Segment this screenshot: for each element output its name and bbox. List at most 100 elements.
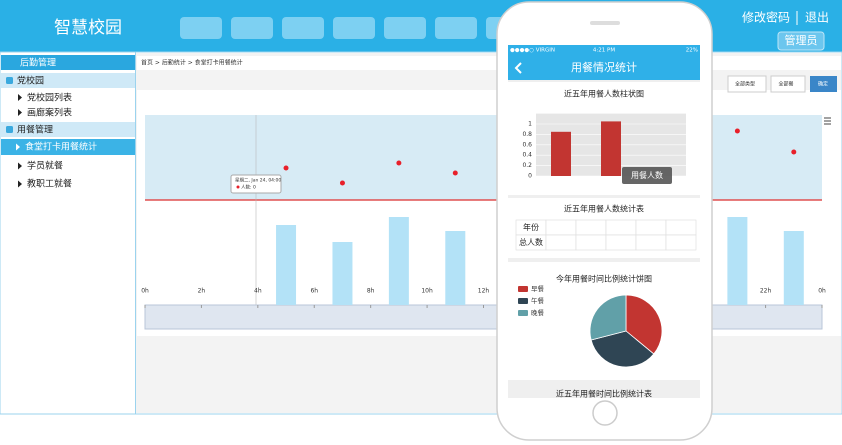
bar: [783, 231, 804, 305]
legend-swatch: [518, 286, 528, 292]
item-arrows: [18, 162, 22, 188]
tooltip-text: 用餐人数: [631, 170, 663, 180]
x-tick-label: 2h: [198, 288, 206, 295]
home-button[interactable]: [592, 400, 618, 426]
user-name: 管理员: [785, 33, 818, 47]
point: [734, 128, 740, 134]
legend-label: 早餐: [531, 284, 545, 293]
speaker: [590, 21, 620, 25]
group-title: 党校园: [17, 75, 44, 87]
bar: [445, 231, 466, 305]
menu-item[interactable]: 食堂打卡用餐统计: [25, 141, 97, 153]
confirm-button[interactable]: [810, 76, 837, 92]
point: [283, 165, 289, 171]
navigator[interactable]: [144, 304, 823, 330]
group-icon: [6, 126, 13, 133]
bar: [551, 131, 571, 176]
pie-slice: [590, 330, 655, 368]
menu-item[interactable]: 党校园列表: [27, 92, 72, 104]
y-tick-label: 0: [528, 173, 532, 180]
table-cell: [545, 234, 577, 251]
next-title: 近五年用餐时间比例统计表: [556, 389, 652, 399]
point: [339, 180, 345, 186]
table-cell: [635, 219, 667, 236]
bar: [332, 242, 353, 305]
clock: 4:21 PM: [593, 48, 615, 54]
x-tick-label: 4h: [254, 288, 262, 295]
filter[interactable]: [727, 75, 767, 93]
carrier: ●●●●○ VIRGIN: [510, 48, 555, 54]
table-title: 近五年用餐人数统计表: [564, 204, 644, 214]
change-password[interactable]: 修改密码: [742, 10, 790, 25]
bar: [601, 121, 621, 176]
point: [452, 170, 458, 176]
tooltip: [230, 174, 282, 194]
tooltip-text: 人数: 0: [241, 184, 256, 191]
x-tick-label: 12h: [478, 288, 490, 295]
filter[interactable]: [770, 75, 806, 93]
back-arrow[interactable]: [514, 62, 522, 74]
filter-text: 全部类型: [735, 81, 755, 88]
menu-item[interactable]: 教职工就餐: [27, 178, 72, 190]
nav-button[interactable]: [180, 17, 222, 39]
nav-button[interactable]: [282, 17, 324, 39]
group-header[interactable]: [1, 73, 135, 88]
tooltip-dot: [236, 185, 240, 189]
table-cell: [635, 234, 667, 251]
x-tick-label: 0h: [141, 288, 149, 295]
y-tick-label: 1: [528, 121, 532, 128]
point: [791, 149, 797, 155]
x-tick-label: 6h: [310, 288, 318, 295]
pie-title: 今年用餐时间比例统计饼图: [556, 274, 652, 284]
pie-slice: [625, 294, 663, 355]
table-cell: [575, 234, 607, 251]
x-tick-label: 22h: [760, 288, 772, 295]
legend-swatch: [518, 310, 528, 316]
item-arrow: [16, 143, 20, 151]
menu-item[interactable]: 画廊案列表: [27, 107, 72, 119]
app-title: 智慧校园: [54, 18, 122, 38]
table-cell: [665, 234, 697, 251]
table-cell: [665, 219, 697, 236]
filter-text: 全部餐: [778, 81, 793, 88]
sidebar-heading-text: 后勤管理: [20, 57, 56, 69]
point: [396, 160, 402, 166]
table-cell: [605, 234, 637, 251]
bar: [276, 225, 297, 305]
nav-button[interactable]: [333, 17, 375, 39]
logout[interactable]: 退出: [805, 11, 829, 25]
y-tick-label: 0.6: [522, 141, 532, 148]
y-tick-label: 0.2: [522, 162, 532, 169]
legend-label: 午餐: [531, 296, 545, 305]
table-cell: [545, 219, 577, 236]
confirm-text: 确定: [818, 81, 828, 88]
nav-button[interactable]: [435, 17, 477, 39]
nav-button[interactable]: [384, 17, 426, 39]
battery: 22%: [686, 48, 698, 54]
breadcrumb: 首页 > 后勤统计 > 食堂打卡用餐统计: [141, 59, 243, 67]
nav-button[interactable]: [231, 17, 273, 39]
menu-item[interactable]: 学员就餐: [27, 160, 63, 172]
phone-bar: [508, 45, 700, 80]
row-header: 年份: [523, 222, 539, 232]
y-tick-label: 0.4: [522, 152, 532, 159]
bar: [727, 217, 748, 305]
legend-swatch: [518, 298, 528, 304]
group-title: 用餐管理: [17, 124, 53, 136]
group-header[interactable]: [1, 122, 135, 137]
tooltip: [622, 167, 672, 184]
phone-title: 用餐情况统计: [571, 60, 637, 74]
pie-slice: [589, 294, 627, 341]
user-button[interactable]: [777, 31, 825, 51]
bar-chart-title: 近五年用餐人数柱状图: [564, 89, 644, 99]
table-cell: [575, 219, 607, 236]
row-header: 总人数: [519, 237, 543, 247]
y-tick-label: 0.8: [522, 131, 532, 138]
tooltip-title: 星期二, Jan 24, 04:00: [235, 178, 281, 184]
x-tick-label: 8h: [367, 288, 375, 295]
menu-item-active[interactable]: [1, 139, 135, 155]
menu-icon[interactable]: [824, 117, 831, 125]
table-cell: [605, 219, 637, 236]
sidebar-heading: [1, 55, 135, 70]
